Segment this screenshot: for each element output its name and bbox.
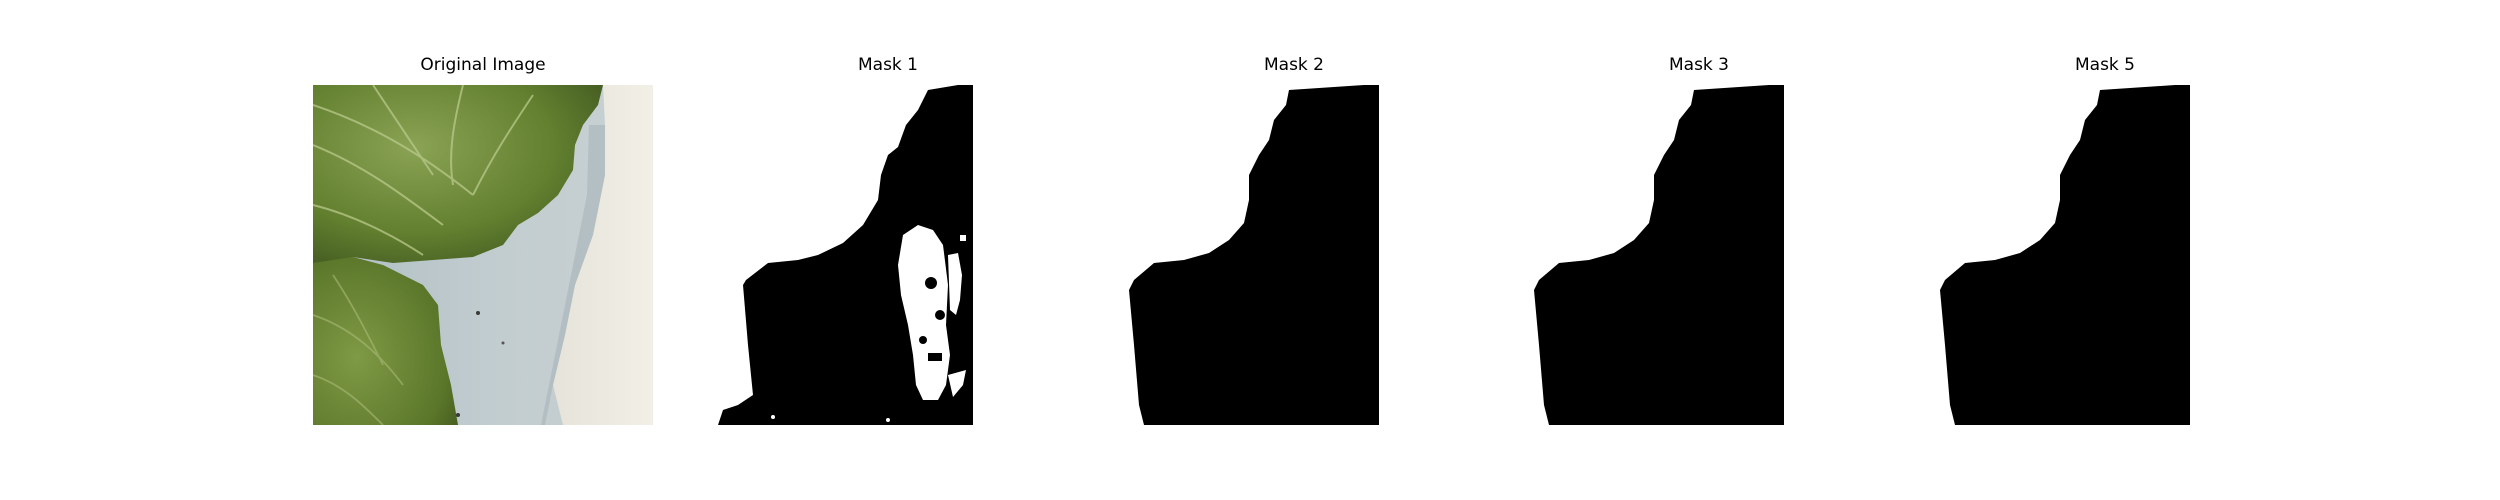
panel-title: Original Image (313, 55, 653, 75)
mask-5-image (1935, 85, 2275, 425)
panel-title: Mask 1 (718, 55, 1058, 75)
original-image (313, 85, 653, 425)
panel-title: Mask 5 (1935, 55, 2275, 75)
mask-3-image (1529, 85, 1869, 425)
panel-title: Mask 2 (1124, 55, 1464, 75)
mask-2-image (1124, 85, 1464, 425)
mask-1-image (718, 85, 1058, 425)
panel-title: Mask 3 (1529, 55, 1869, 75)
